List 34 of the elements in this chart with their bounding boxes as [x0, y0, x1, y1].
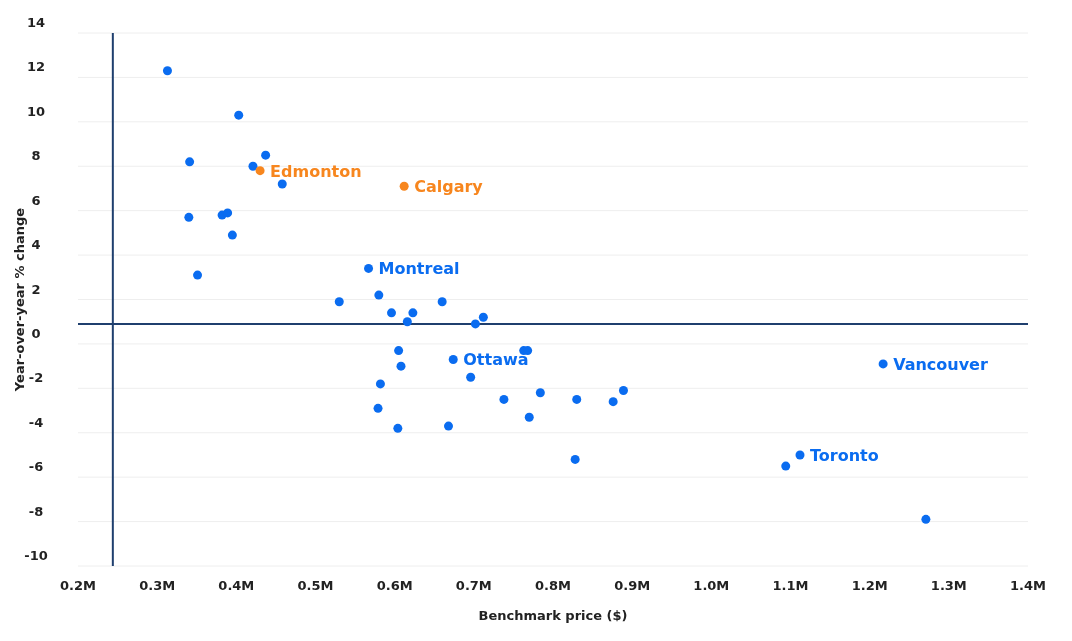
x-axis-title: Benchmark price ($) [478, 608, 628, 623]
annotation: Calgary [414, 177, 484, 197]
annotation: Toronto [810, 445, 879, 465]
x-tick-label: 0.5M [297, 578, 334, 593]
y-tick-label: 14 [26, 15, 46, 30]
y-tick-label: 6 [31, 192, 41, 208]
annotation: Edmonton [270, 161, 362, 181]
x-tick-label: 1.3M [930, 578, 967, 593]
annotation: Montreal [378, 259, 460, 279]
x-tick-label: 0.2M [60, 578, 96, 593]
annotation: Vancouver [893, 354, 988, 374]
x-tick-label: 1.2M [851, 578, 888, 593]
y-tick-label: -2 [28, 370, 44, 386]
x-tick-label: 1.1M [772, 578, 809, 593]
x-tick-label: 0.8M [535, 578, 571, 593]
y-tick-label: 8 [31, 148, 41, 164]
y-tick-label: 12 [26, 59, 46, 75]
y-axis-title: Year-over-year % change [12, 207, 27, 393]
x-tick-label: 0.4M [218, 578, 255, 593]
y-tick-label: -6 [28, 459, 44, 475]
y-tick-label: -8 [28, 503, 44, 519]
y-tick-label: 4 [31, 237, 41, 253]
x-tick-label: 0.3M [139, 578, 176, 593]
x-tick-label: 1.4M [1010, 578, 1046, 593]
y-tick-label: 0 [31, 325, 41, 341]
x-tick-label: 0.9M [614, 578, 651, 593]
y-tick-label: -10 [24, 548, 48, 563]
x-tick-label: 1.0M [693, 578, 730, 593]
annotation: Ottawa [463, 350, 529, 370]
y-tick-label: 2 [31, 281, 41, 297]
x-tick-label: 0.6M [376, 578, 413, 593]
x-tick-label: 0.7M [455, 578, 492, 593]
y-tick-label: 10 [26, 103, 46, 119]
y-tick-label: -4 [28, 414, 44, 430]
